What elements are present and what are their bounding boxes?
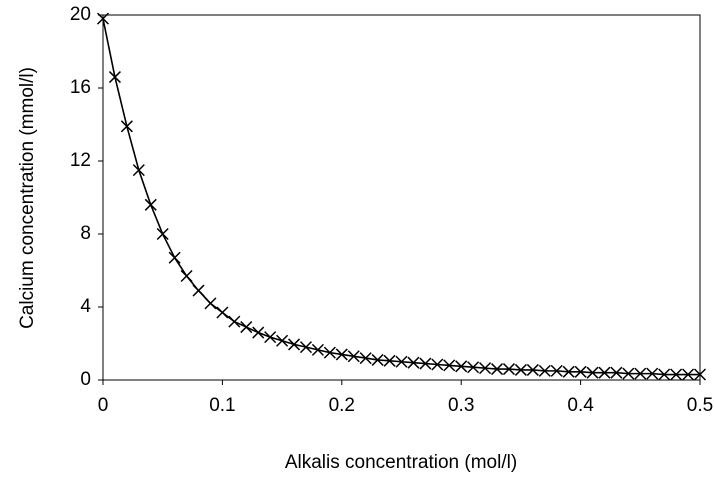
marker [180, 269, 193, 283]
marker [96, 12, 110, 25]
marker [455, 360, 468, 373]
marker [514, 363, 527, 376]
y-axis-title: Calcium concentration (mmol/l) [17, 67, 38, 329]
line [102, 18, 700, 376]
marker [371, 353, 384, 366]
marker [622, 367, 635, 380]
y-tick-label: 4 [80, 296, 91, 317]
marker [693, 368, 707, 381]
marker [490, 363, 504, 376]
y-tick-label: 0 [80, 369, 91, 390]
marker [132, 164, 145, 177]
marker [502, 363, 515, 376]
x-tick-label: 0.4 [567, 395, 594, 416]
y-tick-label: 16 [70, 77, 91, 98]
marker [682, 368, 695, 381]
plot-frame [102, 14, 701, 381]
marker [359, 352, 372, 365]
marker [526, 363, 539, 376]
marker [156, 227, 169, 241]
marker [311, 343, 324, 356]
marker [299, 341, 313, 354]
marker [347, 350, 360, 363]
marker [479, 362, 492, 375]
x-axis-title: Alkalis concentration (mol/l) [285, 452, 517, 473]
y-tick-label: 12 [70, 150, 91, 171]
marker [538, 364, 551, 377]
marker [204, 297, 217, 310]
marker [598, 366, 611, 379]
marker [144, 198, 157, 211]
marker [395, 355, 408, 368]
marker [467, 361, 480, 374]
marker [252, 326, 265, 339]
x-tick-label: 0.3 [448, 395, 474, 416]
marker [431, 358, 444, 371]
x-tick-label: 0 [98, 395, 109, 416]
marker [228, 315, 241, 328]
marker [646, 367, 659, 380]
marker [264, 331, 277, 344]
marker [288, 338, 301, 351]
x-tick-label: 0.5 [687, 395, 713, 416]
marker [670, 368, 683, 381]
y-tick-label: 20 [70, 4, 91, 25]
marker [383, 354, 396, 367]
marker [276, 334, 289, 347]
marker [443, 359, 456, 372]
y-tick-label: 8 [80, 223, 91, 244]
marker [192, 284, 205, 297]
marker [634, 367, 647, 380]
x-tick-label: 0.1 [209, 395, 235, 416]
marker [574, 365, 587, 378]
marker [216, 306, 229, 319]
marker [550, 364, 563, 377]
marker [323, 346, 336, 359]
marker [168, 251, 181, 264]
marker [240, 321, 253, 334]
marker [335, 348, 348, 361]
marker [108, 71, 121, 84]
marker [610, 366, 623, 379]
marker [120, 120, 133, 133]
marker [658, 368, 671, 381]
marker [407, 356, 420, 369]
marker [586, 366, 599, 379]
x-tick-label: 0.2 [329, 395, 355, 416]
marker [562, 365, 575, 378]
marker [419, 357, 432, 370]
